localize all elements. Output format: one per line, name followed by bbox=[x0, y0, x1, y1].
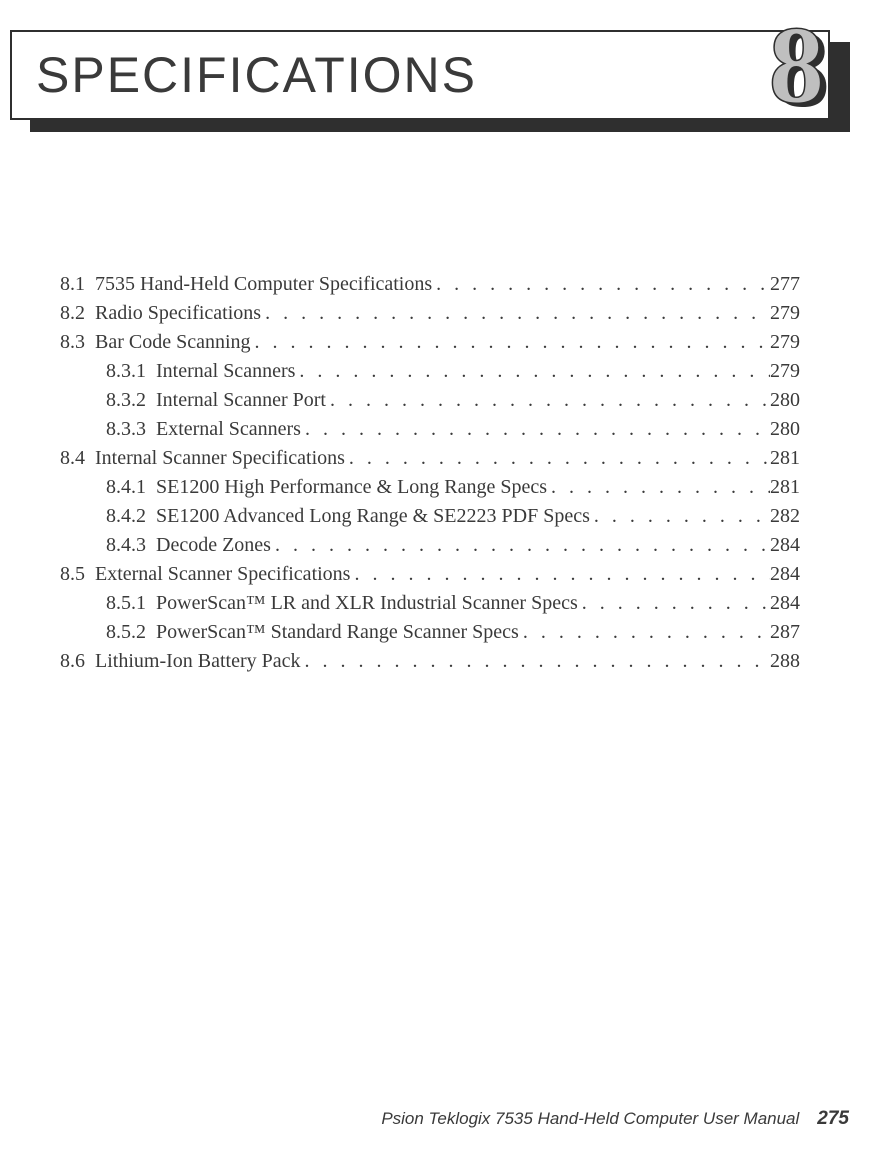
toc-section-number: 8.5.1 bbox=[106, 589, 156, 618]
toc-entry[interactable]: 8.17535 Hand-Held Computer Specification… bbox=[60, 270, 800, 299]
toc-section-number: 8.2 bbox=[60, 299, 95, 328]
toc-page-number: 284 bbox=[770, 589, 800, 618]
toc-entry[interactable]: 8.3.1Internal Scanners 279 bbox=[60, 357, 800, 386]
toc-page-number: 282 bbox=[770, 502, 800, 531]
toc-leader-dots bbox=[251, 328, 770, 357]
toc-section-title: Internal Scanners bbox=[156, 357, 295, 386]
toc-section-number: 8.5.2 bbox=[106, 618, 156, 647]
toc-section-title: Bar Code Scanning bbox=[95, 328, 251, 357]
toc-entry[interactable]: 8.5.1PowerScan™ LR and XLR Industrial Sc… bbox=[60, 589, 800, 618]
toc-section-number: 8.4.1 bbox=[106, 473, 156, 502]
toc-leader-dots bbox=[590, 502, 770, 531]
toc-section-title: PowerScan™ Standard Range Scanner Specs bbox=[156, 618, 519, 647]
page: SPECIFICATIONS 8 8 8 8.17535 Hand-Held C… bbox=[0, 0, 889, 1160]
page-number: 275 bbox=[817, 1108, 849, 1130]
toc-leader-dots bbox=[519, 618, 770, 647]
toc-page-number: 279 bbox=[770, 328, 800, 357]
toc-section-title: Decode Zones bbox=[156, 531, 271, 560]
manual-title: Psion Teklogix 7535 Hand-Held Computer U… bbox=[381, 1109, 799, 1129]
toc-section-number: 8.5 bbox=[60, 560, 95, 589]
toc-page-number: 280 bbox=[770, 386, 800, 415]
toc-leader-dots bbox=[578, 589, 770, 618]
toc-entry[interactable]: 8.5External Scanner Specifications 284 bbox=[60, 560, 800, 589]
header-card: SPECIFICATIONS bbox=[10, 30, 830, 120]
toc-page-number: 281 bbox=[770, 444, 800, 473]
toc-section-title: SE1200 Advanced Long Range & SE2223 PDF … bbox=[156, 502, 590, 531]
toc-section-title: Internal Scanner Port bbox=[156, 386, 326, 415]
toc-leader-dots bbox=[547, 473, 770, 502]
toc-section-number: 8.1 bbox=[60, 270, 95, 299]
toc-entry[interactable]: 8.3Bar Code Scanning 279 bbox=[60, 328, 800, 357]
toc-page-number: 288 bbox=[770, 647, 800, 676]
toc-entry[interactable]: 8.3.2Internal Scanner Port 280 bbox=[60, 386, 800, 415]
toc-leader-dots bbox=[301, 415, 770, 444]
toc-section-title: SE1200 High Performance & Long Range Spe… bbox=[156, 473, 547, 502]
toc-section-title: Radio Specifications bbox=[95, 299, 261, 328]
toc-leader-dots bbox=[301, 647, 770, 676]
chapter-title: SPECIFICATIONS bbox=[36, 46, 477, 104]
toc-entry[interactable]: 8.2Radio Specifications 279 bbox=[60, 299, 800, 328]
toc-entry[interactable]: 8.4.1SE1200 High Performance & Long Rang… bbox=[60, 473, 800, 502]
toc-section-number: 8.6 bbox=[60, 647, 95, 676]
toc-page-number: 284 bbox=[770, 560, 800, 589]
toc-page-number: 279 bbox=[770, 299, 800, 328]
toc-page-number: 287 bbox=[770, 618, 800, 647]
page-footer: Psion Teklogix 7535 Hand-Held Computer U… bbox=[381, 1108, 849, 1130]
toc-entry[interactable]: 8.6Lithium-Ion Battery Pack 288 bbox=[60, 647, 800, 676]
toc-entry[interactable]: 8.4.2SE1200 Advanced Long Range & SE2223… bbox=[60, 502, 800, 531]
chapter-number-fill: 8 bbox=[769, 10, 824, 120]
toc-section-title: Lithium-Ion Battery Pack bbox=[95, 647, 301, 676]
toc-section-number: 8.4 bbox=[60, 444, 95, 473]
toc-leader-dots bbox=[345, 444, 770, 473]
toc-section-title: External Scanners bbox=[156, 415, 301, 444]
toc-leader-dots bbox=[432, 270, 770, 299]
toc-leader-dots bbox=[295, 357, 770, 386]
toc-entry[interactable]: 8.4.3Decode Zones 284 bbox=[60, 531, 800, 560]
toc-section-number: 8.3.1 bbox=[106, 357, 156, 386]
toc-page-number: 280 bbox=[770, 415, 800, 444]
toc-leader-dots bbox=[350, 560, 770, 589]
toc-page-number: 284 bbox=[770, 531, 800, 560]
toc-entry[interactable]: 8.3.3External Scanners 280 bbox=[60, 415, 800, 444]
toc-section-title: Internal Scanner Specifications bbox=[95, 444, 345, 473]
toc-leader-dots bbox=[261, 299, 770, 328]
toc-section-title: PowerScan™ LR and XLR Industrial Scanner… bbox=[156, 589, 578, 618]
table-of-contents: 8.17535 Hand-Held Computer Specification… bbox=[60, 270, 800, 676]
toc-leader-dots bbox=[326, 386, 770, 415]
chapter-number: 8 8 8 bbox=[769, 10, 859, 120]
toc-section-number: 8.3.3 bbox=[106, 415, 156, 444]
toc-section-title: 7535 Hand-Held Computer Specifications bbox=[95, 270, 432, 299]
toc-page-number: 277 bbox=[770, 270, 800, 299]
toc-page-number: 281 bbox=[770, 473, 800, 502]
toc-entry[interactable]: 8.4Internal Scanner Specifications 281 bbox=[60, 444, 800, 473]
toc-section-number: 8.3.2 bbox=[106, 386, 156, 415]
toc-section-number: 8.4.2 bbox=[106, 502, 156, 531]
toc-leader-dots bbox=[271, 531, 770, 560]
toc-page-number: 279 bbox=[770, 357, 800, 386]
toc-section-number: 8.4.3 bbox=[106, 531, 156, 560]
chapter-header: SPECIFICATIONS bbox=[10, 30, 850, 130]
toc-entry[interactable]: 8.5.2PowerScan™ Standard Range Scanner S… bbox=[60, 618, 800, 647]
toc-section-number: 8.3 bbox=[60, 328, 95, 357]
toc-section-title: External Scanner Specifications bbox=[95, 560, 350, 589]
